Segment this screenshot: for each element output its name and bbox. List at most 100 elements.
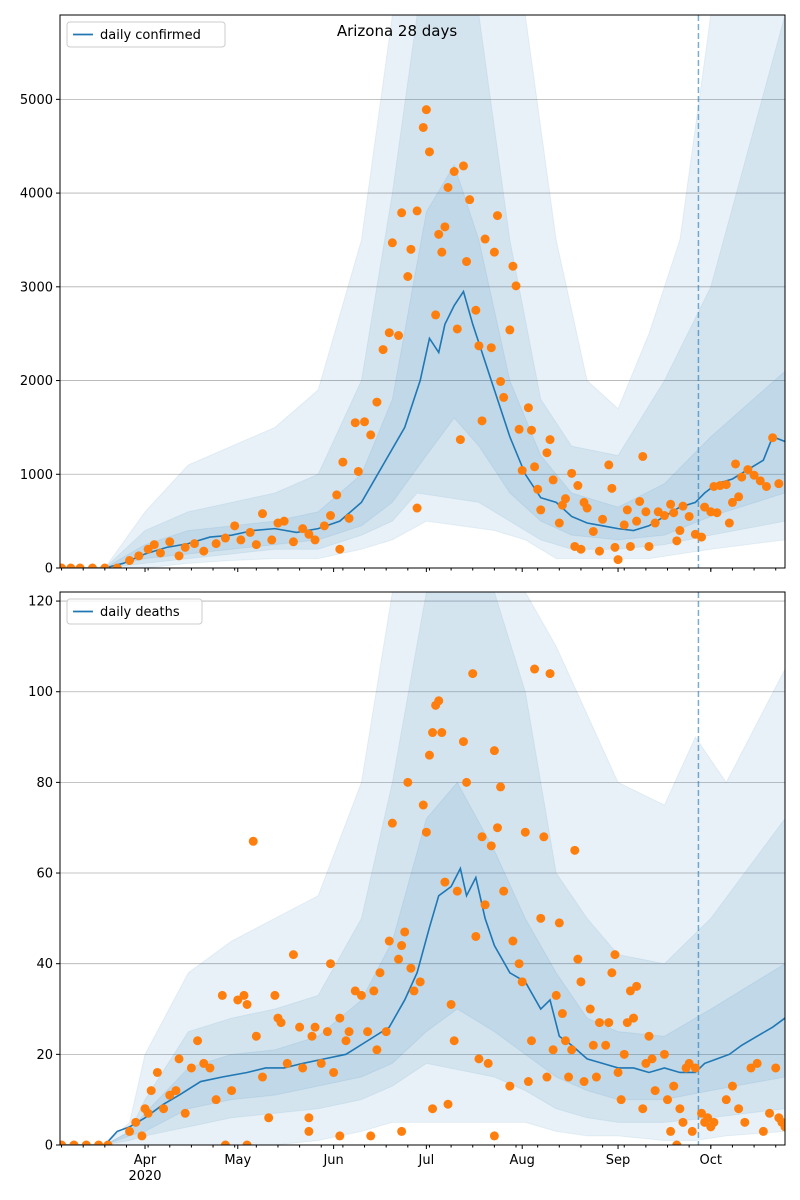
data-point bbox=[242, 1140, 252, 1145]
data-point bbox=[418, 122, 428, 132]
data-point bbox=[659, 511, 669, 521]
data-point bbox=[341, 1036, 351, 1046]
data-point bbox=[344, 1027, 354, 1037]
data-point bbox=[406, 244, 416, 254]
data-point bbox=[75, 563, 85, 568]
data-point bbox=[412, 503, 422, 513]
data-point bbox=[582, 503, 592, 513]
data-point bbox=[242, 999, 252, 1009]
data-point bbox=[771, 1063, 781, 1073]
data-point bbox=[375, 968, 385, 978]
data-point bbox=[669, 1081, 679, 1091]
data-point bbox=[276, 1018, 286, 1028]
data-point bbox=[687, 1126, 697, 1136]
data-point bbox=[356, 990, 366, 1000]
data-point bbox=[752, 1058, 762, 1068]
series-line bbox=[61, 289, 785, 568]
data-point bbox=[131, 1117, 141, 1127]
data-point bbox=[570, 845, 580, 855]
data-point bbox=[530, 462, 540, 472]
data-point bbox=[245, 527, 255, 537]
axes-frame bbox=[59, 14, 786, 569]
data-point bbox=[205, 1063, 215, 1073]
data-point bbox=[440, 877, 450, 887]
data-point bbox=[378, 345, 388, 355]
data-point bbox=[548, 475, 558, 485]
data-point bbox=[523, 1077, 533, 1087]
data-point bbox=[731, 459, 741, 469]
data-point bbox=[418, 800, 428, 810]
data-point bbox=[81, 1140, 91, 1145]
data-point bbox=[734, 492, 744, 502]
data-point bbox=[251, 540, 261, 550]
data-point bbox=[310, 535, 320, 545]
data-point bbox=[387, 238, 397, 248]
data-point bbox=[567, 1045, 577, 1055]
data-point bbox=[780, 1122, 785, 1132]
data-point bbox=[462, 257, 472, 267]
data-point bbox=[409, 986, 419, 996]
data-point bbox=[335, 1131, 345, 1141]
data-point bbox=[492, 211, 502, 221]
data-point bbox=[641, 1058, 651, 1068]
data-point bbox=[384, 328, 394, 338]
data-point bbox=[474, 341, 484, 351]
data-point bbox=[514, 959, 524, 969]
data-point bbox=[545, 669, 555, 679]
data-point bbox=[483, 1058, 493, 1068]
data-point bbox=[217, 990, 227, 1000]
data-point bbox=[125, 556, 135, 566]
data-point bbox=[149, 540, 159, 550]
data-point bbox=[239, 990, 249, 1000]
data-point bbox=[737, 472, 747, 482]
data-point bbox=[511, 281, 521, 291]
data-point bbox=[622, 505, 632, 515]
data-point bbox=[666, 499, 676, 509]
data-point bbox=[137, 1131, 147, 1141]
data-point bbox=[372, 397, 382, 407]
data-point bbox=[431, 310, 441, 320]
data-point bbox=[251, 1031, 261, 1041]
data-point bbox=[526, 1036, 536, 1046]
data-point bbox=[180, 542, 190, 552]
legend-box bbox=[66, 598, 203, 625]
data-point bbox=[758, 1126, 768, 1136]
data-point bbox=[573, 481, 583, 491]
data-point bbox=[397, 941, 407, 951]
data-point bbox=[462, 777, 472, 787]
y-tick-label: 5000 bbox=[20, 93, 53, 108]
data-point bbox=[727, 497, 737, 507]
data-point bbox=[489, 247, 499, 257]
data-point bbox=[678, 1117, 688, 1127]
data-point bbox=[724, 518, 734, 528]
data-point bbox=[560, 1036, 570, 1046]
data-point bbox=[650, 518, 660, 528]
data-point bbox=[576, 977, 586, 987]
data-point bbox=[60, 1140, 67, 1145]
data-point bbox=[403, 272, 413, 282]
data-point bbox=[604, 1018, 614, 1028]
data-point bbox=[489, 1131, 499, 1141]
data-point bbox=[610, 950, 620, 960]
data-point bbox=[712, 508, 722, 518]
data-point bbox=[468, 669, 478, 679]
data-point bbox=[199, 546, 209, 556]
data-point bbox=[434, 696, 444, 706]
data-point bbox=[629, 1013, 639, 1023]
data-point bbox=[258, 509, 268, 519]
data-point bbox=[548, 1045, 558, 1055]
data-point bbox=[700, 502, 710, 512]
data-point bbox=[440, 222, 450, 232]
data-point bbox=[505, 1081, 515, 1091]
data-point bbox=[598, 514, 608, 524]
data-point bbox=[591, 1072, 601, 1082]
data-point bbox=[523, 403, 533, 413]
data-point bbox=[465, 195, 475, 205]
data-point bbox=[474, 1054, 484, 1064]
data-point bbox=[505, 325, 515, 335]
data-point bbox=[258, 1072, 268, 1082]
data-point bbox=[369, 986, 379, 996]
data-point bbox=[607, 968, 617, 978]
chart-title: Arizona 28 days bbox=[337, 22, 458, 40]
data-point bbox=[625, 986, 635, 996]
